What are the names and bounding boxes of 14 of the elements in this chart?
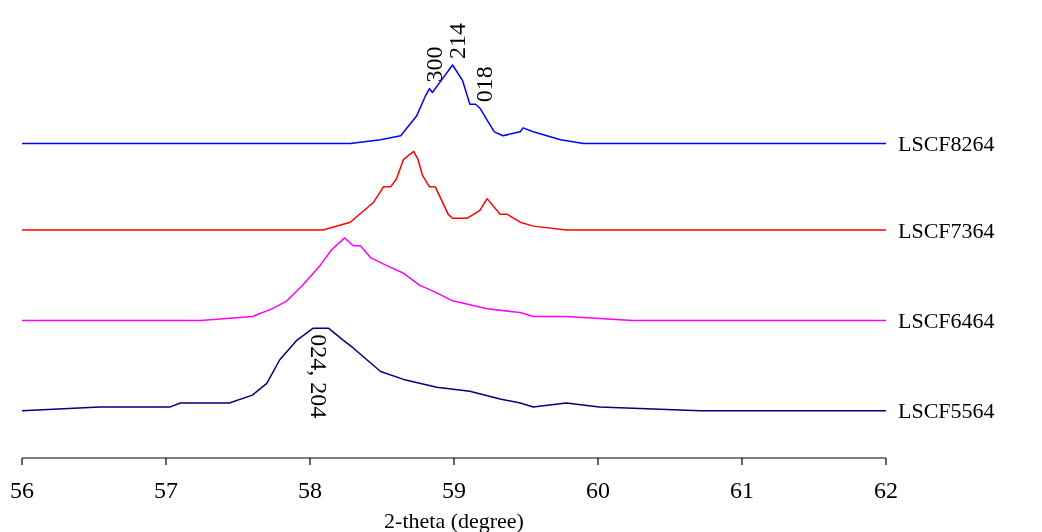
x-tick-label: 59 xyxy=(442,477,466,503)
series-label: LSCF6464 xyxy=(898,307,995,333)
x-tick-label: 58 xyxy=(298,477,322,503)
x-tick-label: 62 xyxy=(874,477,898,503)
x-tick-label: 57 xyxy=(154,477,178,503)
series-label: LSCF8264 xyxy=(898,131,995,157)
annotation: 024, 204 xyxy=(305,334,332,419)
x-tick-label: 61 xyxy=(730,477,754,503)
series-label: LSCF5564 xyxy=(898,398,995,424)
annotation: 018 xyxy=(470,66,497,103)
x-tick-label: 60 xyxy=(586,477,610,503)
x-tick-label: 56 xyxy=(10,477,34,503)
x-axis-title: 2-theta (degree) xyxy=(384,508,524,532)
series-label: LSCF7364 xyxy=(898,217,995,243)
